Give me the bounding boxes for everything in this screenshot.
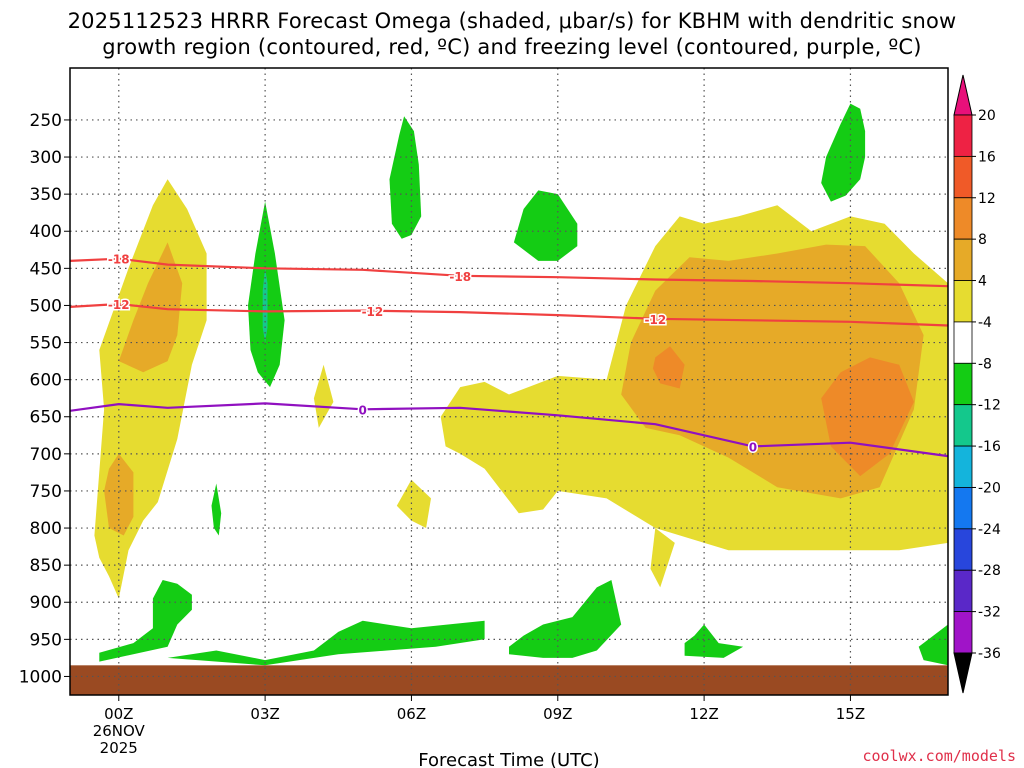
- shaded-region-yellow-west: [94, 179, 207, 599]
- contour-line-0: [70, 257, 948, 288]
- shaded-region-green-low-2: [167, 620, 485, 666]
- y-tick-label-750: 750: [30, 482, 62, 502]
- colorbar-swatch-8: [953, 238, 973, 281]
- shaded-region-green-upper-east: [821, 103, 866, 202]
- colorbar-label--12: -12: [978, 398, 1001, 414]
- shaded-region-green-low-1: [99, 580, 192, 662]
- colorbar-label-4: 4: [978, 274, 987, 290]
- chart-title: 2025112523 HRRR Forecast Omega (shaded, …: [0, 8, 1024, 60]
- y-tick-label-250: 250: [30, 111, 62, 131]
- y-tick-label-550: 550: [30, 334, 62, 354]
- shaded-region-orange2-east-a: [652, 346, 685, 389]
- shaded-region-yellow-small-1: [313, 364, 334, 428]
- colorbar-swatch-16: [953, 155, 973, 199]
- colorbar-label--8: -8: [978, 356, 992, 372]
- colorbar-swatch--8: [953, 362, 973, 406]
- shaded-region-yellow-small-2: [396, 479, 431, 528]
- colorbar-swatch--4: [953, 321, 973, 364]
- contour-label-0-1: -18: [449, 270, 471, 284]
- contour-label-1-1: -12: [362, 305, 384, 319]
- x-tick-label-00Z: 00Z: [104, 705, 133, 723]
- contour-line-2: [70, 402, 948, 458]
- y-tick-label-900: 900: [30, 593, 62, 613]
- y-tick-label-400: 400: [30, 222, 62, 242]
- title-line-1: 2025112523 HRRR Forecast Omega (shaded, …: [67, 9, 957, 33]
- colorbar-label--28: -28: [978, 563, 1001, 579]
- colorbar-top-cap: [953, 74, 973, 116]
- shaded-region-orange-west-b: [104, 453, 134, 536]
- colorbar-swatch--16: [953, 445, 973, 488]
- y-tick-label-350: 350: [30, 185, 62, 205]
- colorbar-swatch-4: [953, 280, 973, 323]
- y-tick-label-650: 650: [30, 408, 62, 428]
- x-date-line-2: 2025: [100, 739, 138, 757]
- colorbar-swatch--20: [953, 487, 973, 530]
- ground-strip: [70, 665, 948, 695]
- plot-frame: [69, 67, 949, 696]
- contour-label-0-0: -18: [108, 253, 130, 267]
- shaded-region-green-small-2z: [211, 483, 222, 536]
- colorbar-label--4: -4: [978, 315, 992, 331]
- y-tick-label-600: 600: [30, 371, 62, 391]
- shaded-region-green-06z: [389, 116, 422, 239]
- x-axis-label: Forecast Time (UTC): [418, 750, 599, 768]
- colorbar-label--16: -16: [978, 439, 1001, 455]
- x-tick-label-03Z: 03Z: [250, 705, 279, 723]
- x-date-line-1: 26NOV: [93, 722, 146, 740]
- shaded-region-green-low-3: [509, 580, 622, 658]
- contour-label-2-0: 0: [358, 403, 366, 417]
- watermark: coolwx.com/models: [862, 747, 1016, 765]
- y-tick-label-950: 950: [30, 630, 62, 650]
- contour-label-2-1: 0: [749, 440, 757, 454]
- colorbar-label-8: 8: [978, 232, 987, 248]
- y-tick-label-450: 450: [30, 259, 62, 279]
- y-tick-label-850: 850: [30, 556, 62, 576]
- shaded-region-green-low-5: [918, 624, 948, 666]
- contour-label-1-0: -12: [108, 298, 130, 312]
- shaded-region-yellow-small-3: [650, 528, 675, 588]
- title-line-2: growth region (contoured, red, ºC) and f…: [102, 35, 922, 59]
- colorbar-swatch--12: [953, 404, 973, 447]
- colorbar-swatch-20: [953, 114, 973, 157]
- colorbar-label--32: -32: [978, 605, 1001, 621]
- colorbar-label--24: -24: [978, 522, 1001, 538]
- colorbar-label--20: -20: [978, 480, 1001, 496]
- shaded-region-green-09z: [513, 190, 578, 261]
- x-tick-label-09Z: 09Z: [543, 705, 572, 723]
- colorbar-swatch--28: [953, 569, 973, 613]
- contour-label-1-2: -12: [644, 313, 666, 327]
- y-tick-label-300: 300: [30, 148, 62, 168]
- y-tick-label-700: 700: [30, 445, 62, 465]
- colorbar-label-12: 12: [978, 191, 996, 207]
- colorbar-bottom-cap: [953, 652, 973, 694]
- y-tick-label-500: 500: [30, 296, 62, 316]
- x-tick-label-12Z: 12Z: [689, 705, 718, 723]
- contour-line-1: [70, 302, 948, 327]
- colorbar-swatch--32: [953, 611, 973, 654]
- colorbar-swatch--24: [953, 528, 973, 571]
- y-tick-label-1000: 1000: [19, 667, 62, 687]
- plot-area: -18 -18 -12 -12 -12 0 0: [70, 68, 948, 695]
- x-tick-label-06Z: 06Z: [397, 705, 426, 723]
- colorbar-label--36: -36: [978, 646, 1001, 662]
- colorbar-swatch-12: [953, 197, 973, 240]
- colorbar-label-20: 20: [978, 108, 996, 124]
- x-tick-label-15Z: 15Z: [836, 705, 865, 723]
- y-tick-label-800: 800: [30, 519, 62, 539]
- colorbar-label-16: 16: [978, 149, 996, 165]
- shaded-region-green-low-4: [684, 624, 744, 658]
